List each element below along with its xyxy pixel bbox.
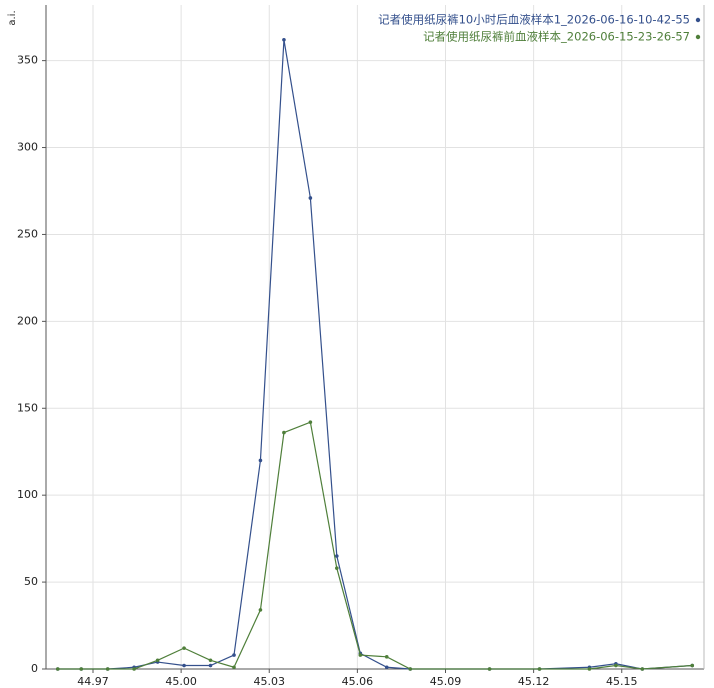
data-point [614, 663, 618, 668]
data-point [282, 37, 286, 42]
data-point [384, 655, 389, 659]
data-point [335, 554, 339, 558]
data-point [408, 667, 413, 671]
data-point [587, 667, 592, 671]
data-point [640, 667, 645, 671]
data-point [308, 196, 313, 200]
y-axis-label: a.i. [7, 10, 18, 25]
data-point [155, 658, 160, 663]
data-point [308, 420, 313, 424]
y-tick-label: 300 [17, 141, 38, 154]
legend-marker [695, 17, 701, 23]
data-point [358, 653, 363, 657]
x-tick-label: 44.97 [77, 675, 109, 688]
x-tick-label: 45.03 [254, 675, 286, 688]
y-tick-label: 200 [17, 314, 38, 327]
data-point [79, 667, 84, 671]
data-point [208, 663, 213, 668]
y-tick-label: 0 [31, 662, 38, 675]
y-tick-label: 150 [17, 401, 38, 414]
data-point [55, 667, 60, 671]
data-point [232, 653, 236, 657]
x-tick-label: 45.00 [165, 675, 197, 688]
legend-label: 记者使用纸尿裤10小时后血液样本1_2026-06-16-10-42-55 [378, 13, 690, 27]
data-point [258, 458, 263, 463]
data-point [132, 667, 136, 671]
data-point [487, 667, 492, 671]
data-point [208, 658, 213, 663]
data-point [232, 665, 236, 670]
y-tick-label: 50 [24, 575, 38, 588]
legend-label: 记者使用纸尿裤前血液样本_2026-06-15-23-26-57 [423, 30, 690, 44]
x-tick-label: 45.06 [342, 675, 374, 688]
data-point [258, 608, 263, 612]
data-point [105, 667, 110, 671]
data-point [182, 663, 186, 668]
data-point [537, 667, 542, 671]
data-point [282, 430, 286, 435]
data-point [182, 646, 186, 650]
legend-marker [695, 34, 701, 40]
y-tick-label: 350 [17, 54, 38, 67]
x-tick-label: 45.09 [430, 675, 462, 688]
data-point [384, 665, 389, 670]
data-point [690, 663, 695, 668]
x-tick-label: 45.15 [606, 675, 638, 688]
x-tick-label: 45.12 [518, 675, 550, 688]
data-point [335, 566, 339, 570]
y-tick-label: 100 [17, 488, 38, 501]
y-tick-label: 250 [17, 227, 38, 240]
